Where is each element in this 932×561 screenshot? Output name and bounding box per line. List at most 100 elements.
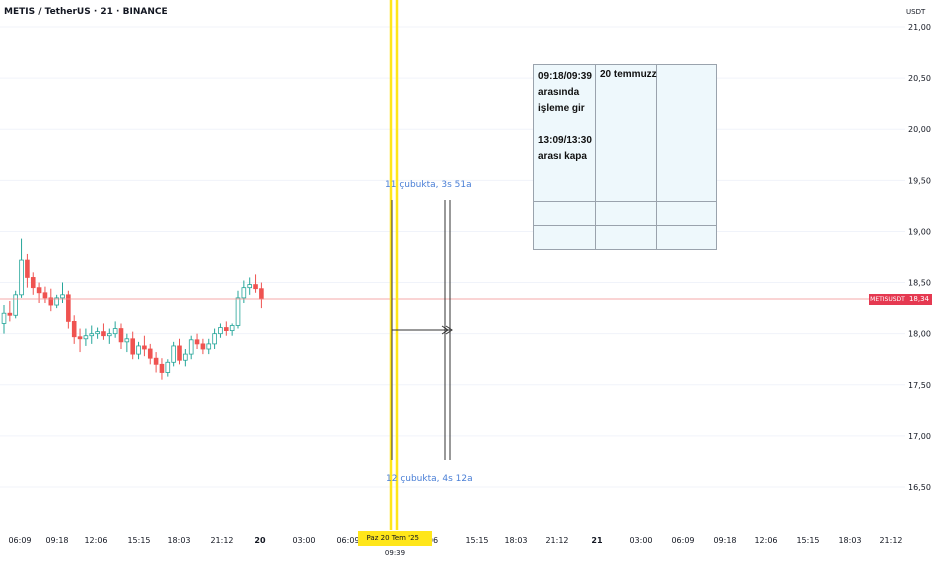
time-axis-label: 18:03 bbox=[838, 536, 861, 545]
price-axis-label: 17,00 bbox=[908, 432, 931, 441]
time-axis-label: 03:00 bbox=[629, 536, 652, 545]
candle-body bbox=[42, 292, 48, 299]
time-axis-label: 21:12 bbox=[879, 536, 902, 545]
candle-body bbox=[71, 320, 77, 338]
candle-body bbox=[124, 338, 130, 343]
table-column-divider bbox=[656, 65, 657, 249]
candle-body bbox=[200, 343, 206, 350]
price-axis-label: 16,50 bbox=[908, 483, 931, 492]
price-axis-label: 17,50 bbox=[908, 381, 931, 390]
candle-body bbox=[36, 287, 42, 294]
highlight-time: 09:39 bbox=[384, 549, 406, 557]
note-table[interactable]: 09:18/09:39 arasında işleme gir 13:09/13… bbox=[533, 64, 717, 250]
candle-body bbox=[48, 297, 54, 306]
candle-body bbox=[171, 345, 176, 363]
price-axis-label: 20,50 bbox=[908, 74, 931, 83]
candle-body bbox=[112, 328, 118, 335]
candle-body bbox=[142, 345, 147, 350]
time-axis-label: 09:18 bbox=[713, 536, 736, 545]
price-axis-label: 21,00 bbox=[908, 23, 931, 32]
symbol-title-text: METIS / TetherUS · 21 · BINANCE bbox=[4, 7, 168, 17]
chart-grid bbox=[0, 26, 905, 488]
time-axis-label: 12:06 bbox=[84, 536, 107, 545]
time-axis-label: 12:06 bbox=[754, 536, 777, 545]
candle-body bbox=[194, 339, 200, 345]
candle-body bbox=[212, 333, 217, 345]
candle-body bbox=[130, 338, 136, 355]
candle-body bbox=[101, 331, 106, 337]
measure-top-label: 11 çubukta, 3s 51a bbox=[385, 180, 472, 190]
candle-body bbox=[206, 343, 212, 350]
price-axis-label: 18,50 bbox=[908, 279, 931, 288]
candle-body bbox=[147, 348, 153, 359]
time-axis-label: 15:15 bbox=[465, 536, 488, 545]
time-axis-label: 20 bbox=[254, 536, 266, 545]
candle-body bbox=[159, 363, 165, 373]
time-axis-label: 09:18 bbox=[45, 536, 68, 545]
candle-body bbox=[83, 335, 89, 340]
candle-body bbox=[66, 294, 71, 322]
candle-body bbox=[25, 259, 30, 278]
highlight-date-badge: Paz 20 Tem '25 09:39 bbox=[358, 531, 432, 557]
candle-body bbox=[77, 336, 83, 340]
candle-body bbox=[60, 294, 65, 299]
time-axis-label: 06:09 bbox=[336, 536, 359, 545]
candle-body bbox=[259, 288, 264, 300]
candle-body bbox=[247, 284, 253, 289]
candle-body bbox=[183, 353, 188, 361]
price-axis-currency: USDT bbox=[906, 8, 926, 16]
candle-body bbox=[136, 345, 141, 355]
candle-body bbox=[241, 287, 247, 299]
time-axis-label: 06:09 bbox=[8, 536, 31, 545]
candle-body bbox=[54, 297, 59, 306]
symbol-title[interactable]: METIS / TetherUS · 21 · BINANCE bbox=[4, 7, 168, 17]
candle-body bbox=[95, 331, 100, 335]
price-axis-label: 20,00 bbox=[908, 125, 931, 134]
table-cell-instruction[interactable]: 09:18/09:39 arasında işleme gir 13:09/13… bbox=[538, 71, 592, 162]
candle-body bbox=[218, 327, 223, 335]
time-axis-label: 03:00 bbox=[292, 536, 315, 545]
table-row-divider bbox=[534, 201, 716, 202]
time-axis-label: 18:03 bbox=[504, 536, 527, 545]
candle-body bbox=[165, 361, 171, 373]
symbol-price-badge: METISUSDT bbox=[869, 294, 906, 305]
time-axis-label: 21 bbox=[591, 536, 603, 545]
table-column-divider bbox=[595, 65, 596, 249]
current-price-badge: 18,34 bbox=[906, 294, 932, 305]
time-axis-label: 15:15 bbox=[127, 536, 150, 545]
candle-body bbox=[188, 339, 194, 355]
price-axis-label: 19,50 bbox=[908, 176, 931, 185]
arrow-head-icon bbox=[445, 325, 453, 335]
candle-body bbox=[223, 327, 229, 331]
highlight-date: Paz 20 Tem '25 bbox=[366, 534, 420, 542]
candle-body bbox=[153, 357, 159, 365]
time-axis[interactable]: 06:09 09:18 12:06 15:15 18:03 21:12 20 03:00 06:… bbox=[8, 536, 902, 545]
time-axis-label: 06 bbox=[428, 536, 438, 545]
time-axis-label: 21:12 bbox=[210, 536, 233, 545]
time-axis-label: 06:09 bbox=[671, 536, 694, 545]
candle-body bbox=[30, 277, 36, 289]
candle-body bbox=[7, 312, 13, 316]
price-axis-label: 18,00 bbox=[908, 330, 931, 339]
time-axis-label: 18:03 bbox=[167, 536, 190, 545]
time-axis-label: 15:15 bbox=[796, 536, 819, 545]
arrow-head-icon bbox=[441, 325, 449, 335]
candle-body bbox=[229, 325, 235, 332]
candle-body bbox=[19, 259, 24, 296]
table-cell-date[interactable]: 20 temmuzz bbox=[600, 69, 657, 80]
price-axis-label: 19,00 bbox=[908, 227, 931, 236]
candle-body bbox=[89, 333, 95, 337]
candlestick-series bbox=[1, 238, 264, 380]
candle-body bbox=[235, 297, 241, 326]
candle-body bbox=[177, 345, 182, 361]
price-axis[interactable]: 21,00 20,50 20,00 19,50 19,00 18,50 18,00 17,50… bbox=[908, 23, 931, 492]
time-axis-label: 21:12 bbox=[545, 536, 568, 545]
candle-body bbox=[107, 333, 112, 337]
candle-body bbox=[1, 312, 7, 324]
chart-annotations[interactable]: 11 çubukta, 3s 51a 12 çubukta, 4s 12a bbox=[0, 0, 905, 530]
candle-body bbox=[118, 328, 124, 343]
measure-bottom-label: 12 çubukta, 4s 12a bbox=[386, 474, 473, 484]
candle-body bbox=[13, 294, 19, 316]
table-row-divider bbox=[534, 225, 716, 226]
